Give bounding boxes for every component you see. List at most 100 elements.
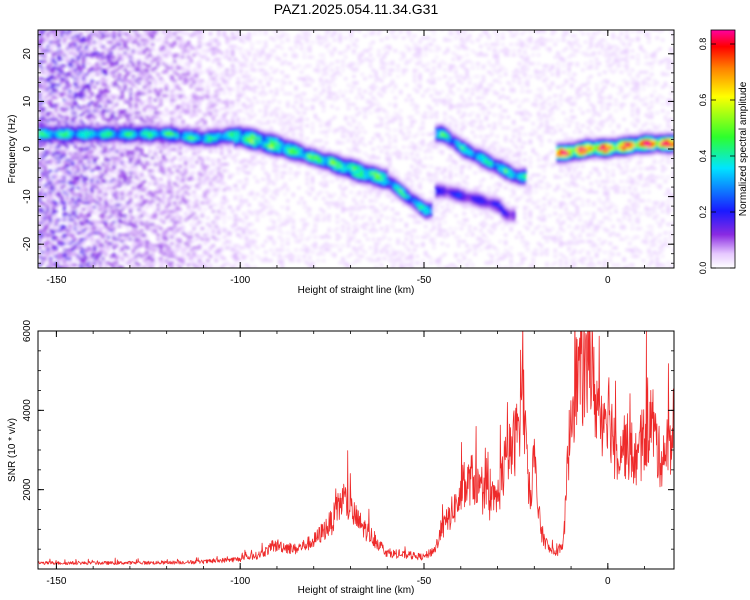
spectrogram-cell bbox=[275, 45, 279, 48]
spectrogram-cell bbox=[104, 143, 108, 147]
spectrogram-cell bbox=[90, 184, 94, 188]
spectrogram-cell bbox=[79, 51, 83, 55]
spectrogram-cell bbox=[231, 248, 235, 252]
spectrogram-cell bbox=[159, 218, 163, 222]
spectrogram-cell bbox=[208, 246, 213, 250]
spectrogram-cell bbox=[283, 182, 287, 185]
spectrogram-cell bbox=[46, 85, 50, 89]
spectrogram-cell bbox=[294, 158, 298, 162]
spectrogram-cell bbox=[40, 216, 45, 220]
spectrogram-cell bbox=[203, 55, 207, 59]
spectrogram-cell bbox=[98, 53, 102, 57]
spectrogram-cell bbox=[65, 216, 69, 220]
spectrogram-cell bbox=[137, 231, 141, 235]
spectrogram-cell bbox=[109, 107, 113, 110]
spectrogram-cell bbox=[112, 242, 116, 245]
spectrogram-cell bbox=[51, 263, 56, 267]
spectrogram-cell bbox=[195, 152, 199, 155]
spectrogram-cell bbox=[151, 126, 155, 130]
spectrogram-cell bbox=[112, 148, 116, 151]
spectrogram-cell bbox=[54, 223, 58, 226]
spectrogram-cell bbox=[145, 199, 149, 203]
spectrogram-cell bbox=[90, 223, 94, 226]
spectrogram-cell bbox=[49, 49, 53, 53]
spectrogram-cell bbox=[153, 182, 158, 185]
spectrogram-cell bbox=[129, 36, 133, 40]
spectrogram-cell bbox=[49, 263, 53, 267]
spectrogram-cell bbox=[272, 225, 276, 228]
spectrogram-cell bbox=[126, 38, 130, 42]
spectrogram-cell bbox=[62, 30, 67, 33]
spectrogram-cell bbox=[222, 257, 226, 260]
spectrogram-cell bbox=[49, 214, 53, 218]
spectrogram-cell bbox=[126, 133, 130, 136]
spectrogram-cell bbox=[291, 148, 295, 151]
spectrogram-cell bbox=[54, 88, 58, 91]
spectrogram-cell bbox=[280, 261, 284, 265]
spectrogram-cell bbox=[82, 126, 86, 130]
spectrogram-cell bbox=[203, 250, 207, 254]
spectrogram-cell bbox=[90, 139, 94, 143]
spectrogram-cell bbox=[269, 143, 273, 147]
spectrogram-cell bbox=[288, 178, 293, 181]
spectrogram-cell bbox=[131, 137, 135, 140]
spectrogram-cell bbox=[84, 137, 89, 140]
spectrogram-cell bbox=[95, 55, 100, 59]
spectrogram-cell bbox=[60, 92, 64, 95]
spectrogram-cell bbox=[203, 126, 207, 130]
spectrogram-cell bbox=[87, 118, 91, 121]
spectrogram-cell bbox=[184, 128, 188, 132]
spectrogram-cell bbox=[189, 231, 193, 235]
spectrogram-cell bbox=[261, 141, 265, 145]
spectrogram-cell bbox=[211, 163, 215, 166]
spectrogram-cell bbox=[192, 145, 196, 149]
spectrogram-cell bbox=[137, 216, 141, 220]
spectrogram-cell bbox=[173, 137, 177, 140]
spectrogram-cell bbox=[170, 197, 174, 200]
spectrogram-cell bbox=[54, 66, 58, 70]
spectrogram-cell bbox=[38, 53, 42, 57]
spectrogram-cell bbox=[62, 171, 67, 175]
spectrogram-cell bbox=[222, 133, 226, 136]
spectrogram-cell bbox=[38, 124, 42, 128]
spectrogram-cell bbox=[145, 98, 149, 102]
spectrogram-cell bbox=[217, 180, 221, 183]
spectrogram-cell bbox=[181, 47, 185, 50]
spectrogram-cell bbox=[200, 133, 204, 136]
spectrogram-cell bbox=[277, 229, 282, 232]
spectrogram-cell bbox=[203, 94, 207, 98]
spectrogram-cell bbox=[46, 45, 50, 48]
spectrogram-cell bbox=[236, 85, 240, 89]
spectrogram-cell bbox=[277, 156, 282, 160]
spectrogram-cell bbox=[134, 133, 138, 136]
spectrogram-cell bbox=[95, 201, 100, 205]
spectrogram-cell bbox=[225, 105, 229, 108]
spectrogram-cell bbox=[151, 43, 155, 46]
spectrogram-cell bbox=[164, 210, 169, 213]
spectrogram-cell bbox=[156, 182, 160, 185]
spectrogram-cell bbox=[93, 163, 97, 166]
spectrogram-cell bbox=[137, 210, 141, 213]
spectrogram-cell bbox=[170, 227, 174, 230]
spectrogram-cell bbox=[175, 85, 180, 89]
spectrogram-cell bbox=[140, 182, 144, 185]
spectrogram-cell bbox=[112, 255, 116, 258]
spectrogram-cell bbox=[142, 126, 147, 130]
spectrogram-cell bbox=[54, 143, 58, 147]
spectrogram-cell bbox=[104, 141, 108, 145]
spectrogram-cell bbox=[186, 62, 191, 65]
spectrogram-cell bbox=[57, 126, 61, 130]
spectrogram-cell bbox=[261, 156, 265, 160]
spectrogram-cell bbox=[79, 145, 83, 149]
spectrogram-cell bbox=[228, 240, 232, 243]
spectrogram-cell bbox=[93, 145, 97, 149]
spectrogram-cell bbox=[208, 100, 213, 104]
spectrogram-cell bbox=[239, 135, 243, 138]
spectrogram-cell bbox=[123, 199, 127, 203]
spectrogram-cell bbox=[253, 229, 257, 232]
spectrogram-cell bbox=[137, 238, 141, 241]
spectrogram-cell bbox=[231, 88, 235, 91]
spectrogram-cell bbox=[231, 208, 235, 211]
spectrogram-cell bbox=[291, 124, 295, 128]
spectrogram-cell bbox=[175, 214, 180, 218]
